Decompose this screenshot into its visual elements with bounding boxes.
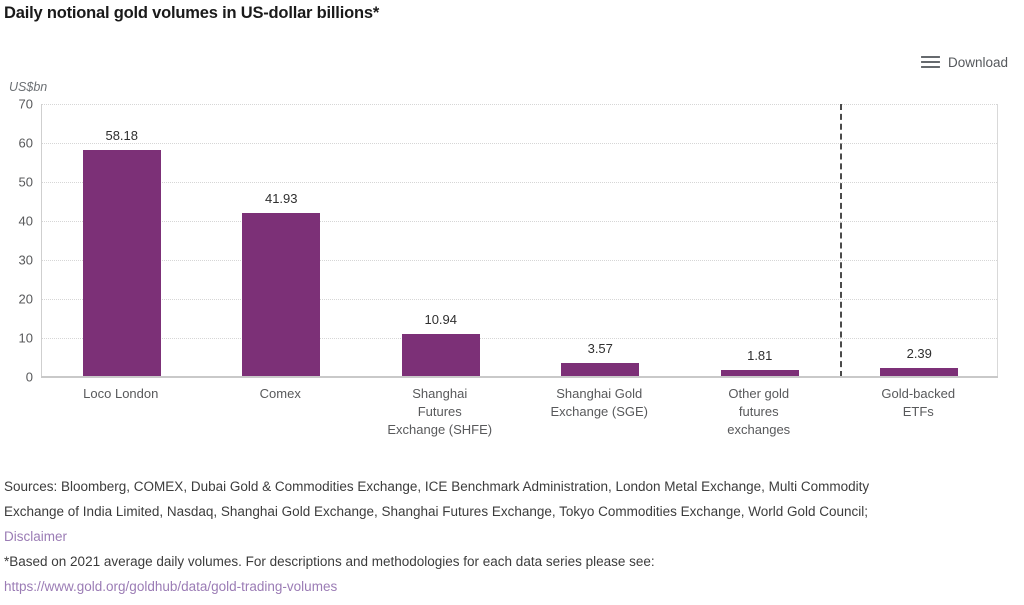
gridline (42, 260, 997, 261)
bar[interactable] (82, 150, 161, 377)
bar-value-label: 10.94 (424, 312, 458, 328)
category-group-divider (839, 104, 842, 377)
methodology-note: *Based on 2021 average daily volumes. Fo… (4, 554, 655, 569)
download-button-label: Download (947, 55, 1008, 70)
bar-value-label: 2.39 (906, 345, 932, 361)
x-axis-category-label: Other gold futures exchanges (727, 386, 791, 437)
hamburger-menu-icon (920, 55, 940, 70)
x-axis-baseline (41, 376, 998, 378)
x-axis-category-label: Shanghai Futures Exchange (SHFE) (387, 386, 493, 437)
x-axis-category-label: Shanghai Gold Exchange (SGE) (550, 386, 649, 419)
chart-plot-area: 58.18 41.93 10.94 3.57 1.81 2.39 (41, 104, 998, 378)
chart-gridlines (42, 104, 997, 377)
download-button[interactable]: Download (920, 55, 1008, 70)
bar[interactable] (880, 367, 959, 377)
gridline (42, 143, 997, 144)
bar[interactable] (720, 369, 799, 377)
bar[interactable] (401, 334, 480, 377)
footer-notes: Sources: Bloomberg, COMEX, Dubai Gold & … (4, 474, 1016, 599)
bar[interactable] (242, 213, 321, 377)
chart-bars: 58.18 41.93 10.94 3.57 1.81 2.39 (42, 104, 997, 377)
gridline (42, 182, 997, 183)
y-axis-tick-labels: 70 60 50 40 30 20 10 0 (0, 97, 33, 385)
page-title: Daily notional gold volumes in US-dollar… (4, 4, 380, 22)
gridline (42, 299, 997, 300)
gridline (42, 221, 997, 222)
gridline (42, 338, 997, 339)
bar-value-label: 41.93 (264, 191, 298, 207)
bar-value-label: 1.81 (747, 347, 773, 363)
y-axis-unit-label: US$bn (9, 80, 48, 94)
bar-value-label: 3.57 (587, 341, 613, 357)
x-axis-category-label: Comex (259, 386, 301, 401)
y-axis-tick: 60 (18, 135, 33, 151)
gridline (42, 104, 997, 105)
y-axis-tick: 10 (18, 330, 33, 346)
x-axis-category-labels: Loco London Comex Shanghai Futures Exchang… (41, 385, 998, 455)
y-axis-tick: 70 (18, 96, 33, 112)
sources-line-1: Sources: Bloomberg, COMEX, Dubai Gold & … (4, 479, 870, 494)
y-axis-tick: 40 (18, 213, 33, 229)
x-axis-category-label: Loco London (83, 386, 159, 401)
y-axis-tick: 50 (18, 174, 33, 190)
disclaimer-link[interactable]: Disclaimer (4, 529, 68, 544)
bar-value-label: 58.18 (105, 128, 139, 144)
bar[interactable] (561, 363, 640, 377)
sources-line-2: Exchange of India Limited, Nasdaq, Shang… (4, 504, 869, 519)
y-axis-tick: 0 (25, 369, 33, 385)
y-axis-tick: 20 (18, 291, 33, 307)
gold-hub-url-link[interactable]: https://www.gold.org/goldhub/data/gold-t… (4, 579, 338, 594)
y-axis-tick: 30 (18, 252, 33, 268)
x-axis-category-label: Gold-backed ETFs (881, 386, 956, 419)
